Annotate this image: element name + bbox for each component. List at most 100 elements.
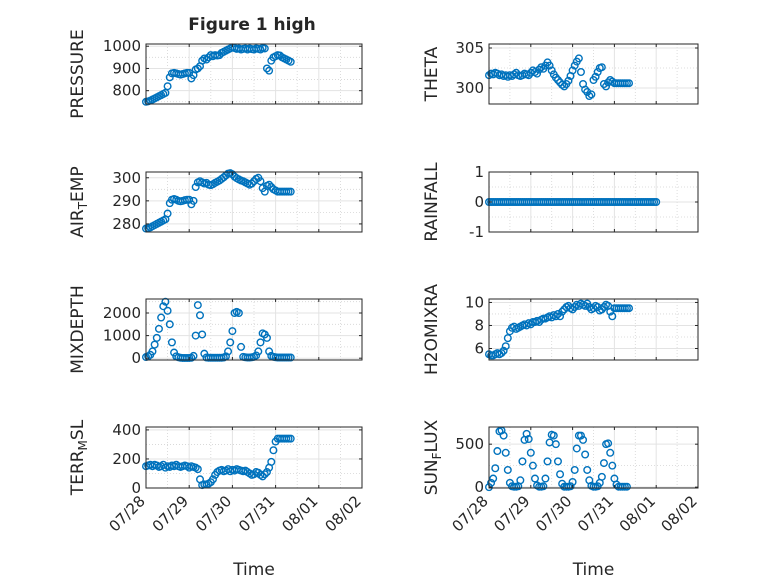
data-point xyxy=(226,338,235,347)
data-point xyxy=(286,353,295,362)
data-point xyxy=(526,448,535,457)
subplot-rainfall: -1 0 1 RAINFALL xyxy=(422,162,699,242)
data-point xyxy=(587,90,596,99)
data-point xyxy=(286,57,295,66)
data-point xyxy=(599,459,608,468)
data-point xyxy=(163,306,172,315)
data-point xyxy=(262,333,271,342)
subplot-air-temp: 280 290 300 AIRTEMP xyxy=(68,166,363,238)
data-point xyxy=(560,82,569,91)
x-axis-label: Time xyxy=(232,560,275,580)
data-point xyxy=(591,72,600,81)
data-point xyxy=(549,431,558,440)
data-point xyxy=(625,304,634,313)
data-point xyxy=(579,435,588,444)
data-point xyxy=(543,457,552,466)
data-point xyxy=(256,338,265,347)
data-point xyxy=(163,209,172,218)
data-point xyxy=(530,67,539,76)
y-tick-label: 280 xyxy=(112,215,141,233)
data-point xyxy=(545,61,554,70)
data-point xyxy=(198,56,207,65)
y-tick-label: 0 xyxy=(131,479,141,497)
data-point xyxy=(254,347,263,356)
y-tick-label: 0 xyxy=(131,349,141,367)
y-tick-label: 300 xyxy=(455,79,484,97)
data-point xyxy=(606,448,615,457)
data-point xyxy=(487,478,496,487)
data-point xyxy=(167,338,176,347)
data-point xyxy=(260,44,269,53)
data-point xyxy=(208,475,217,484)
y-tick-label: -1 xyxy=(469,223,484,241)
data-point xyxy=(501,448,510,457)
data-point xyxy=(581,85,590,94)
data-point xyxy=(152,333,161,342)
data-point xyxy=(501,342,510,351)
data-point xyxy=(533,69,542,78)
data-point xyxy=(154,324,163,333)
data-point xyxy=(570,303,579,312)
data-point xyxy=(252,351,261,360)
axes-box xyxy=(145,43,363,105)
data-point xyxy=(604,439,613,448)
data-point xyxy=(597,472,606,481)
data-point xyxy=(581,450,590,459)
x-tick-label: 07/30 xyxy=(532,492,575,535)
data-point xyxy=(165,73,174,82)
data-point xyxy=(597,63,606,72)
x-tick-label: 08/02 xyxy=(658,492,701,535)
axes-box xyxy=(145,298,363,361)
y-axis-label: TERRMSL xyxy=(68,419,90,496)
data-point xyxy=(625,79,634,88)
figure-title: Figure 1 high xyxy=(188,15,316,35)
x-axis-label: Time xyxy=(572,560,615,580)
data-point xyxy=(581,301,590,310)
data-point xyxy=(491,464,500,473)
data-point xyxy=(265,66,274,75)
data-point xyxy=(564,76,573,85)
data-point xyxy=(260,470,269,479)
data-point xyxy=(499,346,508,355)
data-point xyxy=(524,71,533,80)
y-axis-label: RAINFALL xyxy=(422,162,442,242)
data-point xyxy=(608,461,617,470)
data-point xyxy=(537,63,546,72)
data-point xyxy=(258,472,267,481)
data-point xyxy=(267,457,276,466)
data-point xyxy=(566,482,575,491)
x-tick-label: 07/29 xyxy=(149,492,192,535)
y-tick-label: 10 xyxy=(465,293,484,311)
subplot-mixdepth: 0 1000 2000 MIXDEPTH xyxy=(68,285,363,374)
y-tick-label: 900 xyxy=(112,59,141,77)
data-point xyxy=(593,67,602,76)
data-point xyxy=(524,435,533,444)
y-tick-label: 1000 xyxy=(103,37,141,55)
data-point xyxy=(195,311,204,320)
data-point xyxy=(193,301,202,310)
data-point xyxy=(568,66,577,75)
x-tick-label: 08/01 xyxy=(616,492,659,535)
data-point xyxy=(161,297,170,306)
x-tick-label: 07/31 xyxy=(574,492,617,535)
axes-box xyxy=(145,171,363,233)
data-point xyxy=(262,64,271,73)
y-tick-label: 400 xyxy=(112,421,141,439)
data-point xyxy=(170,348,179,357)
data-point xyxy=(148,347,157,356)
data-point xyxy=(570,465,579,474)
data-point xyxy=(547,313,556,322)
data-point xyxy=(551,312,560,321)
data-point xyxy=(286,434,295,443)
y-tick-label: 0 xyxy=(474,193,484,211)
y-tick-label: 2000 xyxy=(103,304,141,322)
data-point xyxy=(191,182,200,191)
data-point xyxy=(503,465,512,474)
data-point xyxy=(198,330,207,339)
data-point xyxy=(551,73,560,82)
data-point xyxy=(497,349,506,358)
data-point xyxy=(547,66,556,75)
data-point xyxy=(539,482,548,491)
y-tick-label: 305 xyxy=(455,39,484,57)
data-point xyxy=(286,187,295,196)
